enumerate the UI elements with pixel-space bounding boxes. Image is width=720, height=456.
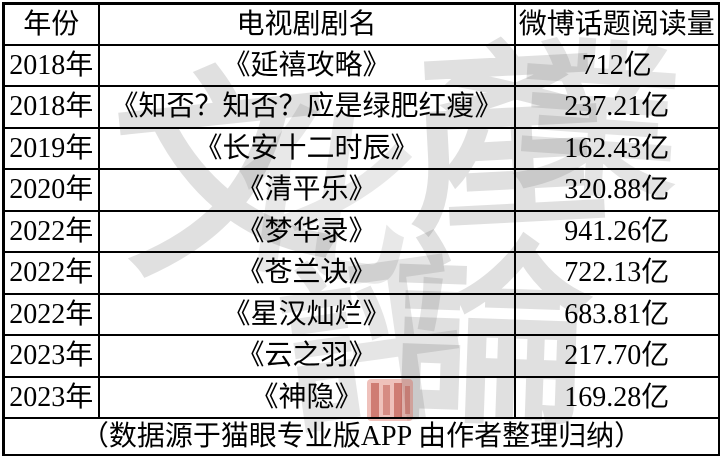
table-row: 2022年 《苍兰诀》 722.13亿 bbox=[2, 251, 720, 295]
table-row: 2019年 《长安十二时辰》 162.43亿 bbox=[2, 126, 720, 170]
column-header-title: 电视剧剧名 bbox=[97, 2, 516, 46]
column-header-year: 年份 bbox=[2, 2, 100, 46]
year-cell: 2022年 bbox=[2, 292, 100, 336]
title-cell: 《星汉灿烂》 bbox=[97, 292, 516, 336]
table-header: 年份 电视剧剧名 微博话题阅读量 bbox=[2, 2, 720, 46]
year-cell: 2018年 bbox=[2, 85, 100, 129]
reads-cell: 712亿 bbox=[513, 43, 720, 87]
year-cell: 2018年 bbox=[2, 43, 100, 87]
year-cell: 2019年 bbox=[2, 126, 100, 170]
header-row: 年份 电视剧剧名 微博话题阅读量 bbox=[2, 2, 720, 46]
title-cell: 《知否？知否？应是绿肥红瘦》 bbox=[97, 85, 516, 129]
table-row: 2020年 《清平乐》 320.88亿 bbox=[2, 168, 720, 212]
table-row: 2023年 《神隐》 169.28亿 bbox=[2, 375, 720, 419]
year-cell: 2022年 bbox=[2, 209, 100, 253]
table-row: 2023年 《云之羽》 217.70亿 bbox=[2, 334, 720, 378]
table-row: 2018年 《延禧攻略》 712亿 bbox=[2, 43, 720, 87]
year-cell: 2023年 bbox=[2, 375, 100, 419]
title-cell: 《梦华录》 bbox=[97, 209, 516, 253]
reads-cell: 162.43亿 bbox=[513, 126, 720, 170]
title-cell: 《云之羽》 bbox=[97, 334, 516, 378]
footnote-row: （数据源于猫眼专业版APP 由作者整理归纳） bbox=[2, 417, 720, 456]
reads-cell: 320.88亿 bbox=[513, 168, 720, 212]
reads-cell: 722.13亿 bbox=[513, 251, 720, 295]
year-cell: 2022年 bbox=[2, 251, 100, 295]
data-source-note: （数据源于猫眼专业版APP 由作者整理归纳） bbox=[2, 417, 720, 456]
table-row: 2018年 《知否？知否？应是绿肥红瘦》 237.21亿 bbox=[2, 85, 720, 129]
title-cell: 《长安十二时辰》 bbox=[97, 126, 516, 170]
reads-cell: 217.70亿 bbox=[513, 334, 720, 378]
title-cell: 《苍兰诀》 bbox=[97, 251, 516, 295]
table-body: 2018年 《延禧攻略》 712亿 2018年 《知否？知否？应是绿肥红瘦》 2… bbox=[2, 43, 720, 456]
table-row: 2022年 《星汉灿烂》 683.81亿 bbox=[2, 292, 720, 336]
year-cell: 2020年 bbox=[2, 168, 100, 212]
title-cell: 《神隐》 bbox=[97, 375, 516, 419]
reads-cell: 941.26亿 bbox=[513, 209, 720, 253]
reads-cell: 169.28亿 bbox=[513, 375, 720, 419]
reads-cell: 683.81亿 bbox=[513, 292, 720, 336]
title-cell: 《清平乐》 bbox=[97, 168, 516, 212]
reads-cell: 237.21亿 bbox=[513, 85, 720, 129]
title-cell: 《延禧攻略》 bbox=[97, 43, 516, 87]
table-row: 2022年 《梦华录》 941.26亿 bbox=[2, 209, 720, 253]
year-cell: 2023年 bbox=[2, 334, 100, 378]
column-header-reads: 微博话题阅读量 bbox=[513, 2, 720, 46]
